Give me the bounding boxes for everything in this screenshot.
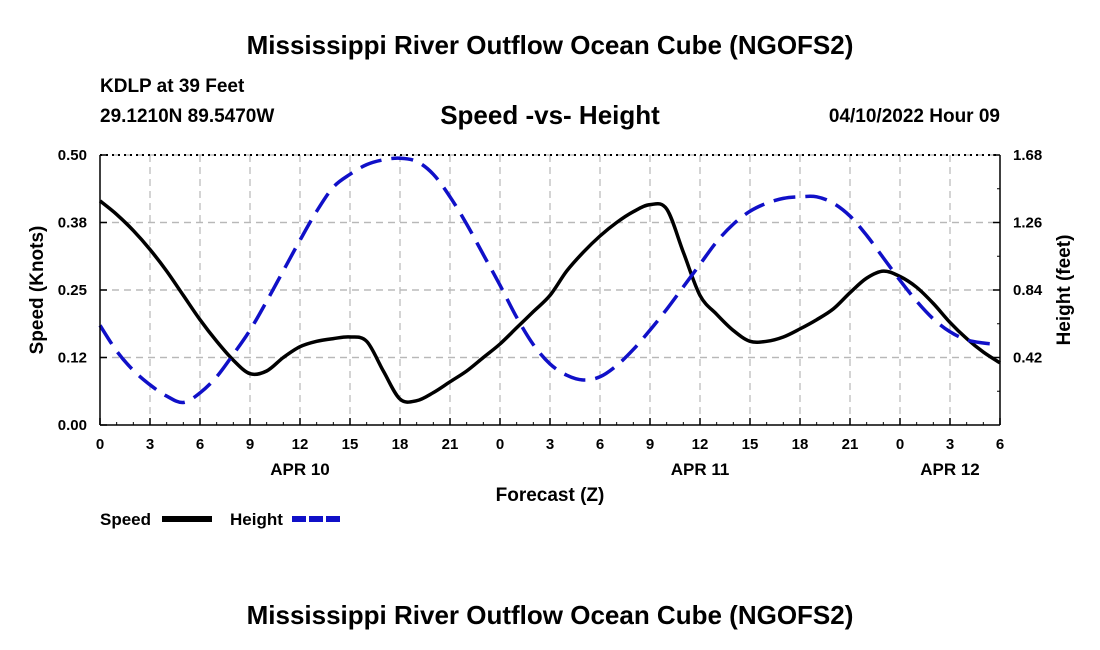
x-tick-label: 9	[646, 436, 654, 453]
legend: Speed Height	[100, 510, 342, 529]
axes: 0 3 6 9 12 15 18 21 0 3 6 9 12 15 18 21 0 3 6 APR 10 APR 11 A…	[27, 147, 1075, 506]
x-tick-label: 6	[996, 436, 1004, 453]
left-tick-label: 0.12	[58, 350, 87, 367]
x-tick-label: 9	[246, 436, 254, 453]
x-tick-label: 3	[946, 436, 954, 453]
right-tick-label: 0.42	[1013, 350, 1042, 367]
x-tick-label: 0	[496, 436, 504, 453]
chart-main-title: Mississippi River Outflow Ocean Cube (NG…	[246, 30, 854, 60]
x-tick-label: 18	[392, 436, 409, 453]
date-label: APR 12	[920, 460, 980, 479]
x-tick-label: 12	[692, 436, 709, 453]
x-axis-title: Forecast (Z)	[496, 485, 605, 506]
right-tick-label: 0.84	[1013, 282, 1043, 299]
left-tick-label: 0.25	[58, 282, 87, 299]
date-label: APR 10	[270, 460, 330, 479]
x-tick-label: 12	[292, 436, 309, 453]
left-tick-label: 0.38	[58, 215, 87, 232]
left-axis-title: Speed (Knots)	[27, 226, 48, 355]
x-tick-label: 15	[742, 436, 759, 453]
legend-label-height: Height	[230, 510, 283, 529]
x-tick-label: 3	[546, 436, 554, 453]
x-tick-label: 6	[196, 436, 204, 453]
x-tick-label: 21	[442, 436, 459, 453]
x-tick-label: 6	[596, 436, 604, 453]
chart-subtitle: Speed -vs- Height	[440, 100, 660, 130]
data-series	[98, 156, 1001, 405]
right-axis-title: Height (feet)	[1054, 235, 1075, 346]
x-tick-label: 21	[842, 436, 859, 453]
left-tick-label: 0.00	[58, 417, 87, 434]
x-tick-label: 18	[792, 436, 809, 453]
left-tick-label: 0.50	[58, 147, 87, 164]
series-line-speed	[98, 199, 1001, 404]
right-tick-label: 1.68	[1013, 147, 1042, 164]
series-line-height	[98, 156, 1001, 405]
x-tick-label: 0	[96, 436, 104, 453]
station-label: KDLP at 39 Feet	[100, 76, 245, 97]
x-tick-label: 0	[896, 436, 904, 453]
footer-title: Mississippi River Outflow Ocean Cube (NG…	[246, 600, 854, 630]
x-tick-label: 3	[146, 436, 154, 453]
x-tick-label: 15	[342, 436, 359, 453]
forecast-datetime: 04/10/2022 Hour 09	[828, 106, 1000, 127]
right-tick-label: 1.26	[1013, 215, 1042, 232]
date-label: APR 11	[671, 460, 730, 479]
grid-lines	[100, 154, 1000, 425]
legend-label-speed: Speed	[100, 510, 151, 529]
station-coordinates: 29.1210N 89.5470W	[100, 106, 275, 127]
